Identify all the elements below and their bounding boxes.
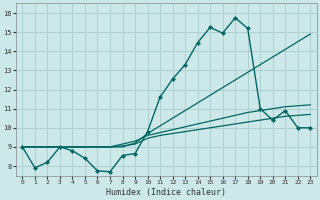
X-axis label: Humidex (Indice chaleur): Humidex (Indice chaleur) [106, 188, 226, 197]
